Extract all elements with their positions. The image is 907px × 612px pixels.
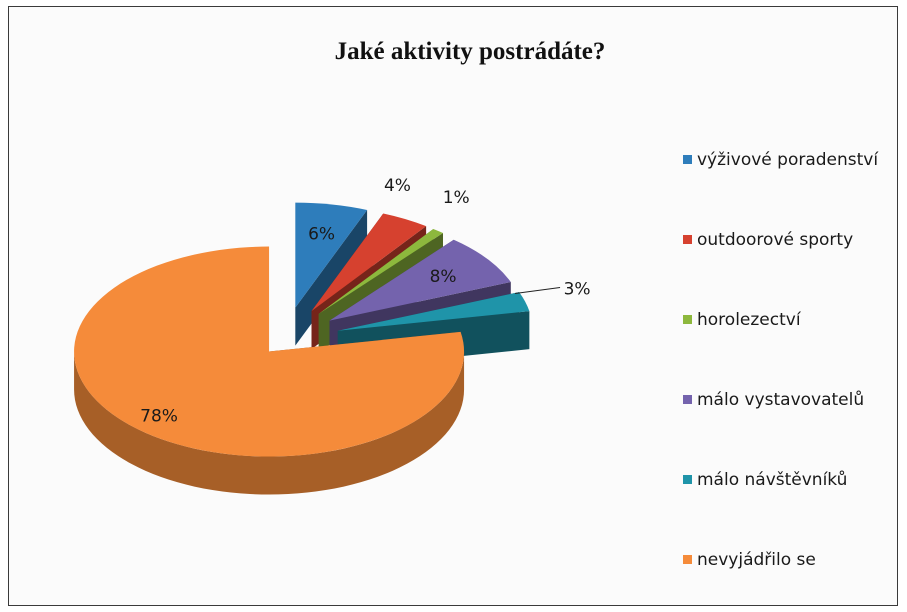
legend-label: málo vystavovatelů bbox=[697, 390, 865, 410]
legend-label: nevyjádřilo se bbox=[697, 550, 816, 570]
legend-item: málo vystavovatelů bbox=[683, 390, 864, 410]
legend-label: outdoorové sporty bbox=[697, 230, 854, 250]
data-label: 78% bbox=[140, 407, 178, 427]
legend-swatch bbox=[683, 395, 692, 404]
legend-item: nevyjádřilo se bbox=[683, 550, 816, 570]
legend-item: horolezectví bbox=[683, 310, 801, 330]
legend-item: málo návštěvníků bbox=[683, 470, 847, 490]
legend-swatch bbox=[683, 475, 692, 484]
data-label: 3% bbox=[564, 279, 591, 299]
legend-label: výživové poradenství bbox=[697, 150, 879, 170]
legend-label: horolezectví bbox=[697, 310, 801, 330]
leader-line bbox=[515, 287, 561, 294]
legend-swatch bbox=[683, 315, 692, 324]
legend-item: outdoorové sporty bbox=[683, 230, 853, 250]
legend-label: málo návštěvníků bbox=[697, 470, 848, 490]
legend-swatch bbox=[683, 555, 692, 564]
legend-swatch bbox=[683, 155, 692, 164]
pie-slice bbox=[74, 246, 465, 495]
legend-item: výživové poradenství bbox=[683, 150, 878, 170]
legend-swatch bbox=[683, 235, 692, 244]
chart-title: Jaké aktivity postrádáte? bbox=[334, 38, 606, 65]
data-label: 6% bbox=[308, 224, 335, 244]
data-label: 4% bbox=[384, 176, 411, 196]
data-label: 8% bbox=[430, 267, 457, 287]
data-label: 1% bbox=[443, 188, 470, 208]
